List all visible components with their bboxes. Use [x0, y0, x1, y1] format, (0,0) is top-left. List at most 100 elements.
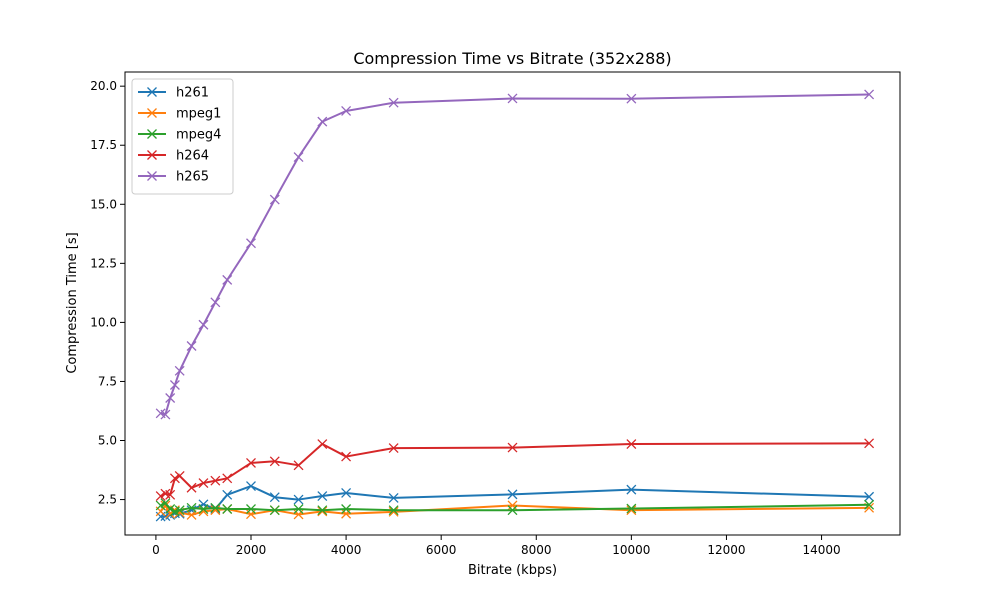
data-point: [222, 473, 233, 484]
legend-label: mpeg4: [176, 128, 221, 143]
data-point: [626, 439, 637, 450]
legend-item: h261: [138, 86, 209, 101]
x-tick-label: 2000: [236, 543, 267, 557]
data-point: [864, 499, 875, 510]
data-point: [169, 473, 180, 484]
data-point: [293, 504, 304, 514]
legend-marker: [147, 150, 157, 160]
data-point: [186, 509, 197, 520]
data-point: [388, 97, 399, 108]
x-tick-label: 14000: [802, 543, 840, 557]
data-point: [864, 491, 875, 502]
data-point: [507, 505, 518, 516]
data-point: [507, 500, 518, 511]
data-point: [341, 451, 352, 462]
legend-item: h265: [138, 170, 209, 185]
axes-frame: [124, 71, 901, 536]
data-point: [198, 319, 209, 330]
data-point: [222, 504, 233, 514]
legend: h261 mpeg1 mpeg4 h264 h265: [131, 78, 234, 195]
data-point: [341, 508, 352, 519]
x-tick-label: 4000: [331, 543, 362, 557]
data-point: [388, 506, 399, 517]
data-point: [246, 504, 256, 514]
data-point: [210, 297, 221, 308]
legend-label: mpeg1: [176, 107, 221, 122]
data-point: [341, 504, 352, 514]
y-tick-label: 12.5: [90, 256, 117, 270]
data-point: [269, 456, 280, 467]
y-axis-label: Compression Time [s]: [65, 232, 80, 373]
legend-label: h265: [176, 170, 209, 185]
x-tick-label: 8000: [521, 543, 552, 557]
series-h265: [155, 89, 875, 420]
data-point: [293, 494, 304, 505]
legend-item: mpeg4: [138, 128, 221, 143]
data-point: [388, 443, 399, 454]
data-point: [169, 380, 180, 390]
data-point: [507, 489, 518, 500]
data-point: [160, 498, 171, 509]
data-point: [269, 505, 280, 516]
data-point: [198, 499, 209, 510]
data-point: [174, 505, 185, 516]
data-point: [198, 478, 209, 488]
plot-layer: 0 2000 4000 6000 8000 10000 12000 14000 2.5 5.0 7.…: [90, 71, 901, 557]
data-point: [626, 503, 637, 514]
data-point: [864, 89, 875, 100]
x-tick-label: 12000: [707, 543, 745, 557]
data-point: [222, 274, 233, 285]
data-point: [155, 491, 166, 501]
series-line-h264: [160, 442, 870, 497]
legend-marker: [147, 108, 157, 118]
data-point: [155, 500, 166, 511]
data-point: [186, 502, 197, 513]
data-point: [186, 341, 197, 351]
data-point: [246, 238, 256, 249]
legend-item: mpeg1: [138, 107, 221, 122]
data-point: [341, 487, 352, 498]
data-point: [388, 505, 399, 516]
legend-label: h264: [176, 149, 209, 164]
data-point: [210, 504, 221, 514]
legend-marker: [147, 87, 157, 97]
y-tick-label: 20.0: [90, 79, 117, 93]
chart-title: Compression Time vs Bitrate (352x288): [353, 49, 671, 68]
data-point: [507, 442, 518, 453]
data-point: [160, 500, 171, 511]
data-point: [317, 116, 328, 127]
plot-area: [125, 72, 900, 535]
data-point: [293, 460, 304, 471]
y-tick-label: 10.0: [90, 315, 117, 329]
legend-box: [131, 78, 234, 195]
data-point: [174, 365, 185, 376]
y-tick-label: 2.5: [98, 493, 117, 507]
x-tick-label: 0: [152, 543, 160, 557]
data-point: [341, 106, 352, 116]
legend-marker: [147, 171, 157, 181]
legend-label: h261: [176, 86, 209, 101]
data-point: [160, 409, 171, 420]
data-point: [626, 505, 637, 516]
data-point: [174, 470, 185, 481]
data-point: [269, 492, 280, 503]
data-point: [246, 481, 256, 492]
data-point: [165, 489, 176, 500]
x-axis-label: Bitrate (kbps): [468, 563, 557, 578]
data-point: [293, 152, 304, 163]
data-point: [222, 489, 233, 500]
x-tick-label: 10000: [612, 543, 650, 557]
data-point: [507, 93, 518, 104]
legend-marker: [147, 129, 157, 139]
data-point: [198, 504, 209, 514]
data-point: [165, 504, 176, 514]
data-point: [210, 475, 221, 486]
series-mpeg4: [155, 498, 875, 517]
data-point: [165, 393, 176, 403]
data-point: [269, 194, 280, 205]
data-point: [317, 439, 328, 450]
y-tick-label: 17.5: [90, 138, 117, 152]
data-point: [626, 93, 637, 104]
